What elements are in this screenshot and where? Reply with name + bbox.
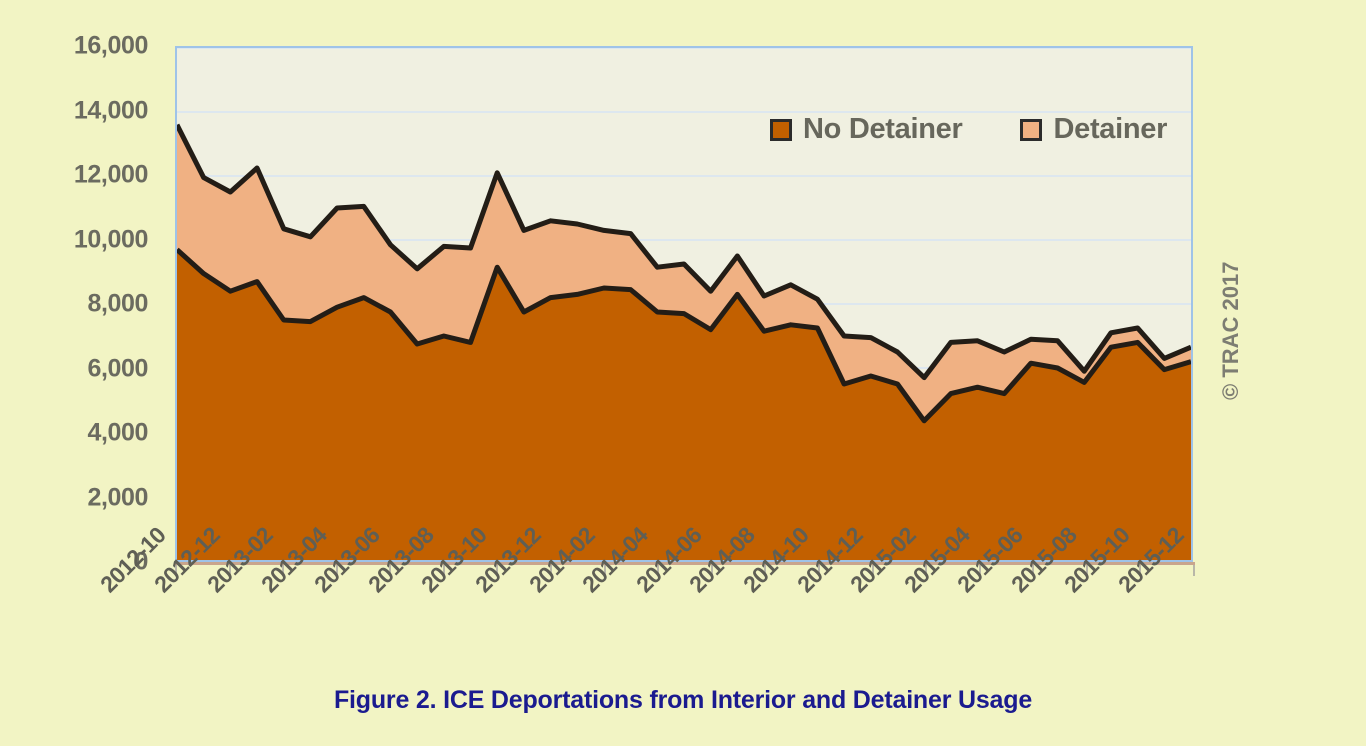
x-tick [978,565,981,576]
x-tick [442,565,445,576]
legend-label: No Detainer [803,113,963,145]
copyright-notice: © TRAC 2017 [1218,261,1243,400]
x-tick [925,565,928,576]
x-axis-ticks [175,565,1195,577]
x-tick [496,565,499,576]
x-axis-line [175,562,1195,565]
y-tick-label: 4,000 [87,418,148,447]
y-tick-label: 6,000 [87,354,148,382]
figure-caption: Figure 2. ICE Deportations from Interior… [333,686,1033,714]
y-tick-label: 10,000 [73,225,148,253]
y-tick-label: 12,000 [73,160,148,189]
y-tick-label: 2,000 [87,483,148,511]
legend-swatch-icon [1020,118,1043,141]
x-tick [550,565,553,576]
x-axis-labels: 2012-10 2012-12 2013-02 2013-04 2013-06 2013-… [0,522,1366,675]
x-tick [228,565,231,576]
x-tick [282,565,285,576]
x-tick [1193,565,1195,576]
x-tick [871,565,874,576]
x-tick [175,565,177,576]
area-no-detainer-outline [177,250,1191,421]
x-tick [1085,565,1088,576]
x-tick [710,565,713,576]
x-tick [657,565,660,576]
y-tick-label: 0 [134,547,148,576]
y-axis: 16,000 14,000 12,000 10,000 8,000 6,000 4,000 2… [0,32,160,576]
legend-label: Detainer [1053,113,1168,145]
chart-legend: No Detainer Detainer [770,113,1167,146]
x-tick [603,565,606,576]
area-detainer-outline [177,125,1191,378]
x-tick [817,565,820,576]
x-tick [1032,565,1035,576]
legend-swatch-icon [770,118,792,141]
legend-entry[interactable]: No Detainer [770,113,963,146]
x-tick [389,565,392,576]
x-tick [335,565,338,576]
y-tick-label: 14,000 [73,96,148,124]
x-tick [764,565,767,576]
x-tick [1139,565,1142,576]
y-tick-label: 8,000 [87,289,148,318]
area-chart-svg [177,48,1191,560]
legend-entry[interactable]: Detainer [1020,113,1167,146]
area-no-detainer [177,249,1191,560]
y-tick-label: 16,000 [73,31,148,60]
